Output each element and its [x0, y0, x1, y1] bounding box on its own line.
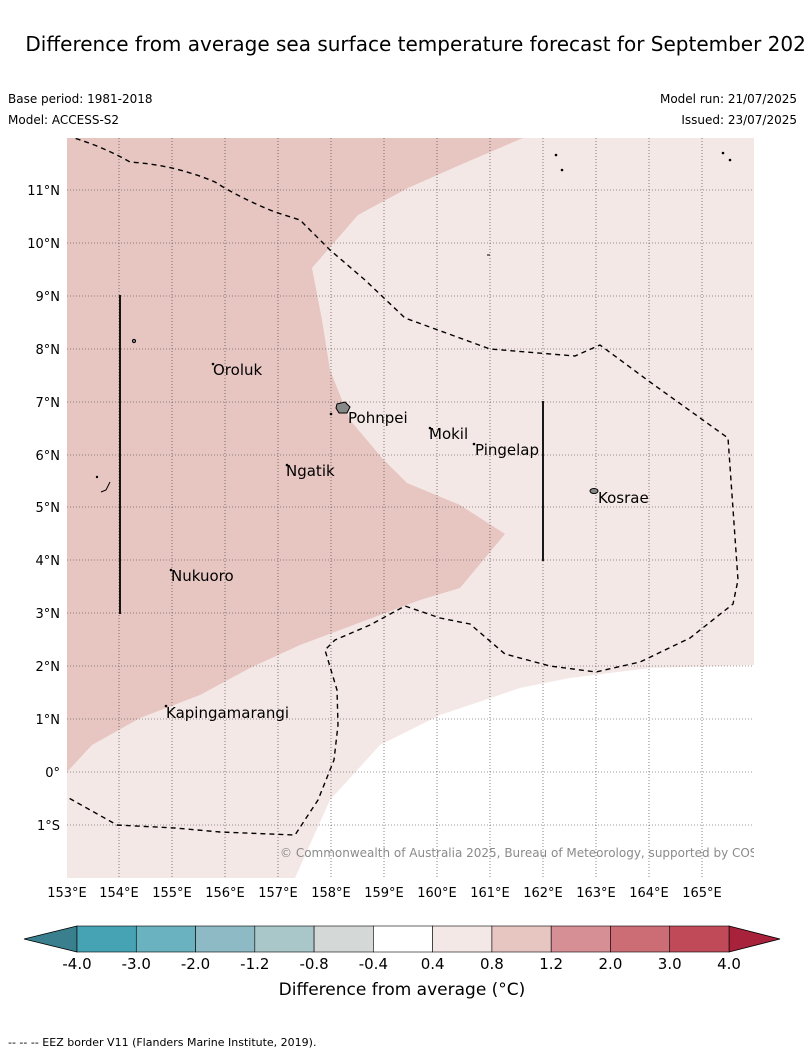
lon-label: 159°E: [364, 886, 404, 901]
lon-label: 158°E: [311, 886, 351, 901]
lat-label: 8°N: [36, 343, 61, 358]
islet: [211, 362, 215, 366]
model-name: Model: ACCESS-S2: [8, 113, 120, 127]
islet: [169, 568, 173, 572]
base-period: Base period: 1981-2018: [8, 92, 153, 106]
islet: [95, 475, 99, 479]
colorbar-segment: [313, 925, 374, 953]
colorbar-tick-label: -2.0: [181, 955, 210, 973]
colorbar-tick-label: -1.2: [240, 955, 269, 973]
lat-label: 2°N: [36, 660, 61, 675]
colorbar-label: Difference from average (°C): [278, 980, 526, 1000]
lat-label: 4°N: [36, 554, 61, 569]
islands: [95, 151, 732, 708]
longitude-labels: 153°E 154°E 155°E 156°E 157°E 158°E 159°…: [47, 886, 722, 901]
lon-label: 160°E: [417, 886, 457, 901]
lat-label: 10°N: [27, 237, 60, 252]
lat-label: 11°N: [27, 184, 60, 199]
colorbar-tick-label: -0.8: [299, 955, 328, 973]
lon-label: 153°E: [47, 886, 87, 901]
place-label-pohnpei: Pohnpei: [348, 409, 408, 427]
place-label-kosrae: Kosrae: [598, 489, 649, 507]
lat-label: 3°N: [36, 607, 61, 622]
map-area: © Commonwealth of Australia 2025, Bureau…: [67, 138, 785, 878]
lat-label: 9°N: [36, 290, 61, 305]
lat-label: 1°S: [37, 819, 60, 834]
colorbar-segment: [373, 925, 433, 953]
lon-label: 164°E: [629, 886, 669, 901]
islet: [131, 338, 137, 344]
islet: [285, 463, 289, 467]
latitude-labels: 11°N 10°N 9°N 8°N 7°N 6°N 5°N 4°N 3°N 2°…: [27, 184, 60, 834]
lat-label: 0°: [45, 766, 60, 781]
colorbar-segment: [669, 925, 730, 953]
chart-title: Difference from average sea surface temp…: [25, 32, 804, 56]
islet: [428, 426, 432, 430]
colorbar-tick-label: 0.8: [480, 955, 504, 973]
islet: [472, 442, 476, 446]
map-figure: © Commonwealth of Australia 2025, Bureau…: [23, 138, 785, 973]
islet: [100, 481, 111, 493]
place-label-mokil: Mokil: [429, 425, 468, 443]
colorbar-tick-label: 4.0: [717, 955, 741, 973]
issued-date: Issued: 23/07/2025: [681, 113, 797, 127]
pohnpei-island: [335, 401, 351, 414]
colorbar-segment: [76, 925, 137, 953]
lon-label: 162°E: [523, 886, 563, 901]
colorbar-tick-label: -0.4: [359, 955, 388, 973]
islet: [164, 704, 168, 708]
lon-label: 156°E: [205, 886, 245, 901]
colorbar-segment: [195, 925, 256, 953]
colorbar-over-arrow: [728, 925, 781, 953]
footnote: -- -- -- EEZ border V11 (Flanders Marine…: [8, 1036, 317, 1049]
colorbar-tick-label: 0.4: [421, 955, 445, 973]
colorbar-segment: [491, 925, 552, 953]
lon-label: 157°E: [258, 886, 298, 901]
colorbar-under-arrow: [23, 925, 78, 953]
lat-label: 5°N: [36, 501, 61, 516]
lon-label: 161°E: [470, 886, 510, 901]
islet: [329, 412, 333, 416]
colorbar-segment: [432, 925, 493, 953]
colorbar-tick-label: 3.0: [658, 955, 682, 973]
colorbar-tick-label: 1.2: [539, 955, 563, 973]
place-label-nukuoro: Nukuoro: [171, 567, 234, 585]
place-label-pingelap: Pingelap: [475, 441, 539, 459]
lat-label: 7°N: [36, 396, 61, 411]
place-label-ngatik: Ngatik: [286, 462, 335, 480]
lon-label: 163°E: [576, 886, 616, 901]
lon-label: 154°E: [99, 886, 139, 901]
colorbar-tick-label: -4.0: [62, 955, 91, 973]
islet: [728, 158, 732, 162]
colorbar-segment: [135, 925, 196, 953]
colorbar-segment: [610, 925, 671, 953]
place-label-kapingamarangi: Kapingamarangi: [166, 704, 289, 722]
lat-label: 1°N: [36, 713, 61, 728]
colorbar-segment: [550, 925, 611, 953]
model-run: Model run: 21/07/2025: [659, 92, 797, 106]
lat-label: 6°N: [36, 449, 61, 464]
copyright-text: © Commonwealth of Australia 2025, Bureau…: [280, 846, 785, 860]
colorbar-tick-label: 2.0: [599, 955, 623, 973]
colorbar: -4.0 -3.0 -2.0 -1.2 -0.8 -0.4 0.4 0.8 1.2 2.0 3.0 4…: [23, 925, 781, 973]
place-label-oroluk: Oroluk: [213, 361, 262, 379]
eez-border: [67, 138, 739, 836]
islet: [560, 168, 564, 172]
lon-label: 165°E: [682, 886, 722, 901]
kosrae-island: [589, 488, 599, 494]
islet: [554, 153, 558, 157]
colorbar-segment: [254, 925, 315, 953]
islet: [721, 151, 725, 155]
lon-label: 155°E: [152, 886, 192, 901]
colorbar-tick-label: -3.0: [122, 955, 151, 973]
